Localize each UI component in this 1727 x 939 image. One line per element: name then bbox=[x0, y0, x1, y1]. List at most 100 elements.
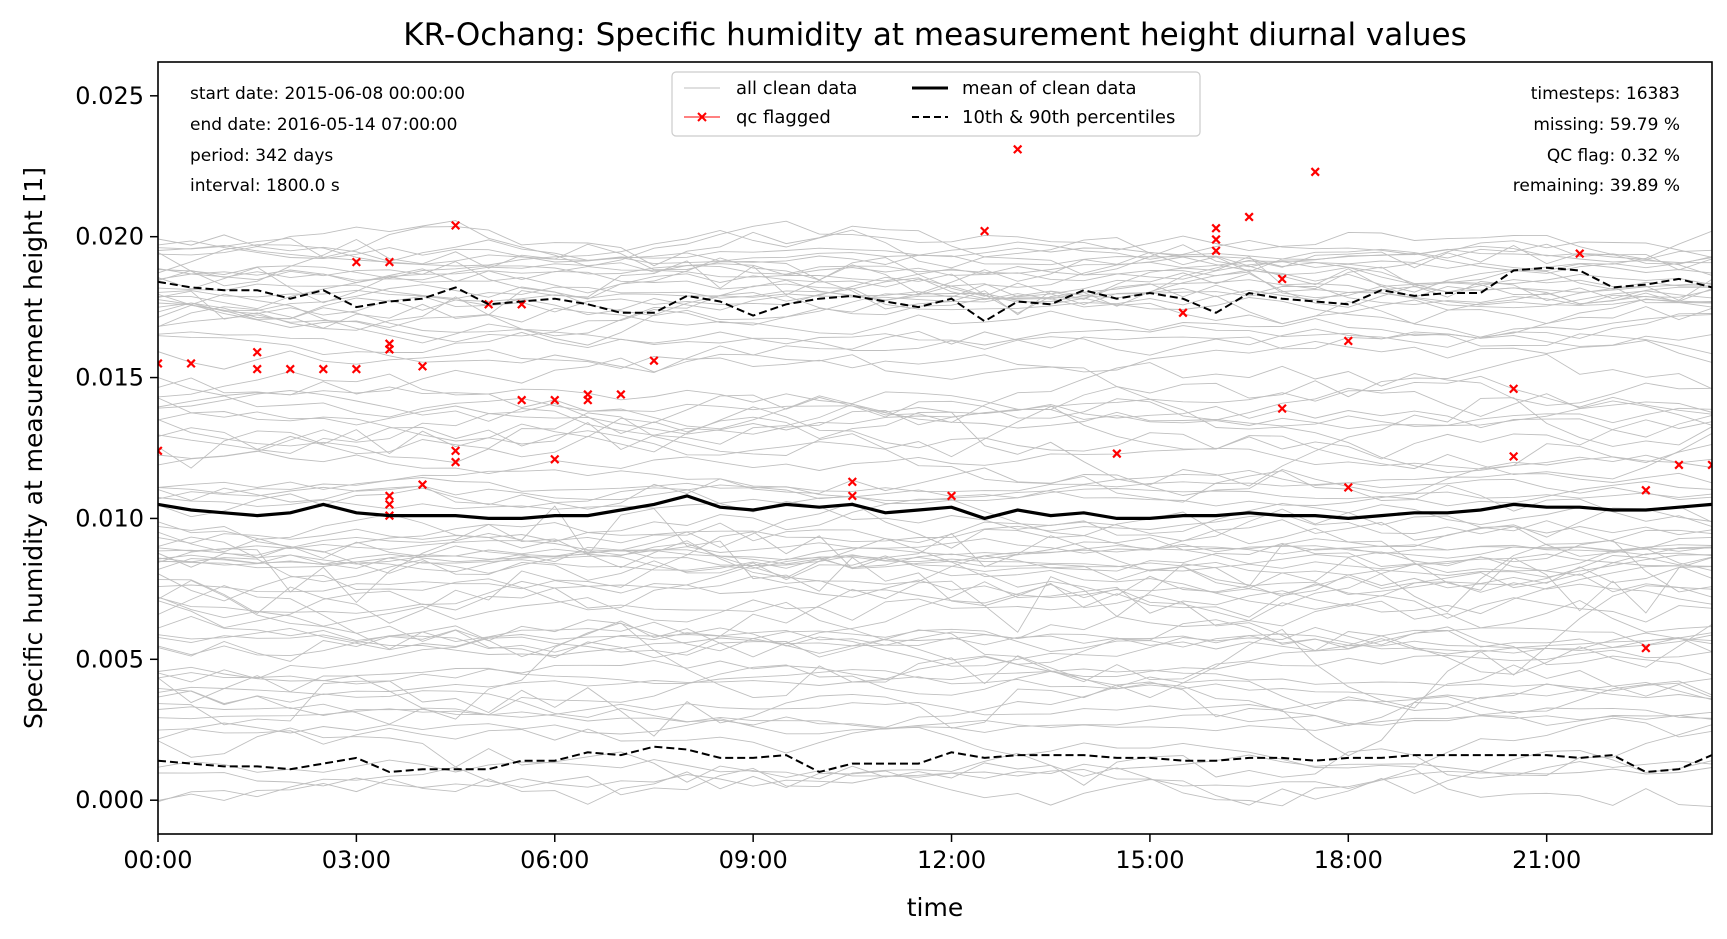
clean-day-line bbox=[158, 537, 1712, 576]
percentile-90-line bbox=[158, 266, 1712, 323]
qc-flagged-marker bbox=[550, 454, 560, 464]
qc-flagged-marker bbox=[351, 257, 361, 267]
clean-day-line bbox=[158, 395, 1712, 429]
qc-flag-text: QC flag: 0.32 % bbox=[1547, 146, 1680, 166]
clean-day-line bbox=[158, 536, 1712, 585]
mean-line bbox=[158, 494, 1712, 521]
clean-day-line bbox=[158, 252, 1712, 282]
clean-day-line bbox=[158, 260, 1712, 279]
clean-day-line bbox=[158, 664, 1712, 727]
interval-text: interval: 1800.0 s bbox=[190, 176, 340, 196]
clean-day-line bbox=[158, 477, 1712, 499]
qc-flagged-marker bbox=[1674, 460, 1684, 470]
qc-flagged-marker bbox=[1178, 308, 1188, 318]
qc-flagged-marker bbox=[517, 395, 527, 405]
qc-flagged-marker bbox=[1575, 249, 1585, 259]
y-tick-label: 0.005 bbox=[75, 645, 144, 673]
qc-flagged-marker bbox=[1013, 144, 1023, 154]
clean-day-line bbox=[158, 277, 1712, 324]
x-tick-label: 09:00 bbox=[719, 846, 788, 874]
clean-day-line bbox=[158, 513, 1712, 544]
x-tick-label: 06:00 bbox=[520, 846, 589, 874]
clean-day-line bbox=[158, 628, 1712, 657]
qc-flagged-marker bbox=[616, 389, 626, 400]
clean-day-line bbox=[158, 272, 1712, 328]
missing-text: missing: 59.79 % bbox=[1533, 115, 1680, 135]
y-tick-label: 0.010 bbox=[75, 504, 144, 532]
y-tick-label: 0.025 bbox=[75, 82, 144, 110]
clean-day-line bbox=[158, 481, 1712, 507]
x-tick-label: 18:00 bbox=[1314, 846, 1383, 874]
qc-flagged-marker bbox=[1509, 451, 1519, 462]
clean-day-line bbox=[158, 405, 1712, 435]
y-axis-ticks: 0.000 0.005 0.010 0.015 0.020 0.025 bbox=[75, 82, 158, 814]
qc-flagged-marker bbox=[417, 480, 428, 490]
clean-day-line bbox=[158, 531, 1712, 624]
clean-day-line bbox=[158, 283, 1712, 321]
clean-day-line bbox=[158, 427, 1712, 496]
qc-flagged-marker bbox=[1211, 246, 1221, 256]
clean-day-line bbox=[158, 724, 1712, 786]
clean-day-line bbox=[158, 505, 1712, 633]
legend-entry-clean: all clean data bbox=[736, 78, 857, 99]
qc-flagged-marker bbox=[252, 347, 262, 357]
y-axis-label: Specific humidity at measurement height … bbox=[19, 167, 48, 729]
x-tick-label: 00:00 bbox=[123, 846, 192, 874]
clean-day-line bbox=[158, 544, 1712, 565]
clean-day-line bbox=[158, 403, 1712, 480]
qc-flagged-marker bbox=[450, 457, 461, 467]
start-date-text: start date: 2015-06-08 00:00:00 bbox=[190, 84, 465, 104]
clean-day-line bbox=[158, 314, 1712, 347]
clean-day-line bbox=[158, 585, 1712, 720]
clean-day-line bbox=[158, 549, 1712, 578]
qc-flagged-marker bbox=[1277, 403, 1287, 414]
clean-day-line bbox=[158, 239, 1712, 267]
y-tick-label: 0.020 bbox=[75, 223, 144, 251]
timesteps-text: timesteps: 16383 bbox=[1531, 84, 1680, 104]
clean-day-line bbox=[158, 387, 1712, 442]
clean-day-line bbox=[158, 619, 1712, 665]
qc-flagged-marker bbox=[1343, 482, 1353, 493]
clean-day-line bbox=[158, 371, 1712, 415]
clean-day-line bbox=[158, 555, 1712, 596]
qc-flagged-marker bbox=[550, 395, 560, 405]
clean-day-line bbox=[158, 398, 1712, 473]
qc-flagged-marker bbox=[384, 499, 395, 509]
clean-day-line bbox=[158, 579, 1712, 658]
qc-flagged-marker bbox=[1277, 274, 1287, 284]
clean-day-line bbox=[158, 282, 1712, 303]
clean-day-line bbox=[158, 631, 1712, 656]
clean-day-line bbox=[158, 553, 1712, 572]
clean-day-line bbox=[158, 708, 1712, 732]
clean-day-line bbox=[158, 353, 1712, 399]
x-axis-label: time bbox=[907, 893, 963, 922]
qc-flagged-marker bbox=[252, 364, 262, 374]
y-tick-label: 0.015 bbox=[75, 364, 144, 392]
qc-flagged-marker bbox=[1641, 643, 1651, 653]
clean-day-line bbox=[158, 229, 1712, 276]
clean-data-lines bbox=[158, 220, 1712, 808]
clean-day-line bbox=[158, 273, 1712, 310]
x-tick-label: 21:00 bbox=[1512, 846, 1581, 874]
clean-day-line bbox=[158, 256, 1712, 331]
qc-flagged-marker bbox=[1244, 212, 1254, 222]
x-axis-ticks: 00:00 03:00 06:00 09:00 12:00 15:00 18:00 21:00 bbox=[123, 834, 1581, 874]
clean-day-line bbox=[158, 616, 1712, 667]
qc-flagged-marker bbox=[318, 364, 328, 374]
clean-day-line bbox=[158, 667, 1712, 692]
clean-day-line bbox=[158, 649, 1712, 685]
clean-day-line bbox=[158, 513, 1712, 572]
clean-day-line bbox=[158, 238, 1712, 305]
qc-flagged-marker bbox=[980, 226, 990, 236]
legend-entry-mean: mean of clean data bbox=[962, 78, 1137, 99]
qc-flagged-marker bbox=[946, 491, 957, 501]
clean-day-line bbox=[158, 251, 1712, 308]
clean-day-line bbox=[158, 557, 1712, 611]
qc-flagged-marker bbox=[1707, 460, 1712, 470]
qc-flagged-marker bbox=[351, 364, 361, 374]
clean-day-line bbox=[158, 676, 1712, 728]
x-tick-label: 15:00 bbox=[1115, 846, 1184, 874]
legend: all clean data qc flagged mean of clean … bbox=[671, 71, 1201, 137]
plot-frame bbox=[157, 61, 1713, 835]
